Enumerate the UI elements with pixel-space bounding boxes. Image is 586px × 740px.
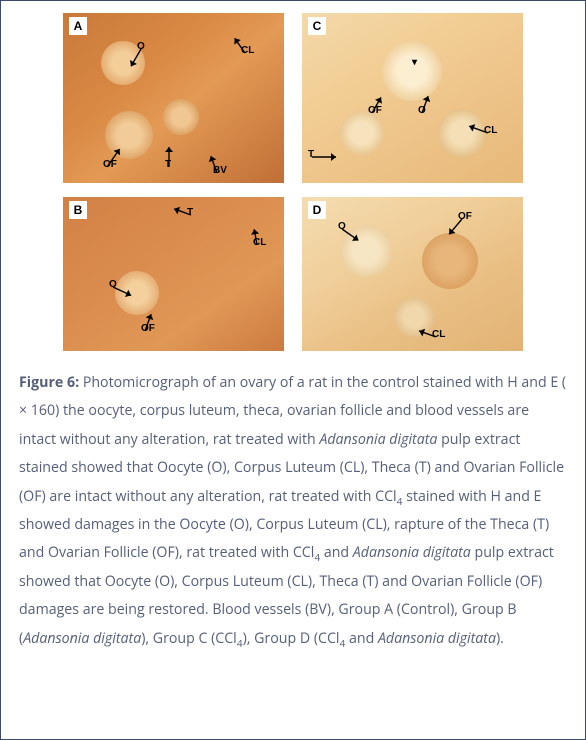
tissue-follicle [340,111,384,155]
panel-letter: B [69,201,87,219]
micrograph-grid: AO CL OF T BV C▾OF O CL T BT CL O OF DO [17,13,569,365]
micrograph-panel-a: AO CL OF T BV [63,13,284,183]
micrograph-panel-c: C▾OF O CL T [302,13,523,183]
annotation-arrow [312,151,344,163]
panel-letter: A [69,17,87,35]
micrograph-image [63,197,284,351]
figure-caption: Figure 6: Photomicrograph of an ovary of… [17,365,569,653]
micrograph-panel-b: BT CL O OF [63,197,284,351]
caption-body: Photomicrograph of an ovary of a rat in … [19,373,566,648]
tissue-follicle [163,99,199,135]
panel-letter: C [308,17,326,35]
figure-6: AO CL OF T BV C▾OF O CL T BT CL O OF DO [17,13,569,653]
annotation-arrow [163,139,175,167]
micrograph-panel-d: DO OF CL [302,197,523,351]
annotation-label: ▾ [412,57,417,68]
caption-lead: Figure 6: [19,373,79,392]
panel-letter: D [308,201,326,219]
